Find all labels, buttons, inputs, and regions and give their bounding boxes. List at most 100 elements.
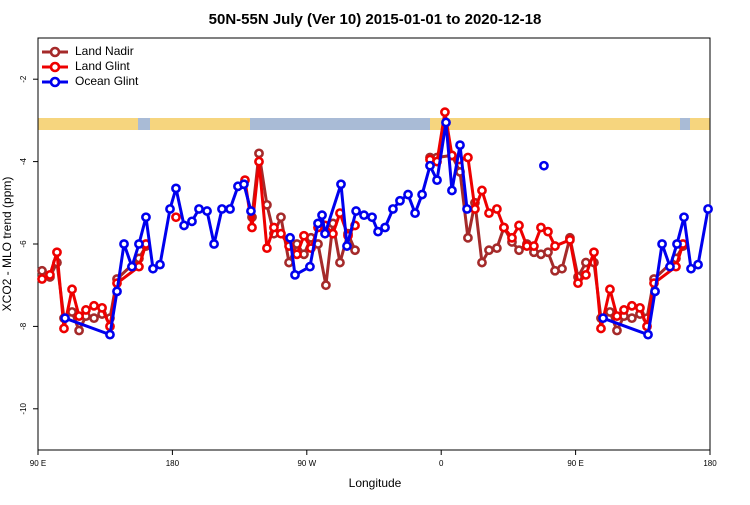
point	[292, 249, 302, 260]
y-tick-label: -8	[19, 322, 28, 330]
y-tick-label: -4	[19, 157, 28, 165]
point	[565, 234, 575, 245]
point	[246, 206, 256, 216]
point	[155, 259, 165, 270]
legend-marker	[49, 61, 61, 73]
point	[209, 239, 219, 249]
point	[410, 208, 420, 218]
x-axis-label: Longitude	[349, 476, 402, 490]
x-tick-label: 90 E	[567, 459, 583, 468]
point	[543, 247, 553, 258]
y-tick-label: -2	[19, 75, 28, 83]
legend-label: Ocean Glint	[75, 74, 139, 88]
point	[543, 226, 553, 237]
point	[202, 206, 212, 216]
point	[499, 222, 509, 233]
point	[335, 257, 345, 268]
point	[134, 239, 144, 249]
point	[484, 208, 494, 218]
point	[290, 269, 300, 280]
point	[105, 329, 115, 340]
point	[395, 195, 405, 206]
point	[643, 329, 653, 340]
point	[650, 286, 660, 297]
point	[74, 311, 84, 321]
point	[60, 313, 70, 324]
point	[605, 307, 615, 317]
point	[171, 212, 181, 223]
point	[626, 300, 637, 311]
point	[635, 302, 645, 313]
chart-title: 50N-55N July (Ver 10) 2015-01-01 to 2020…	[209, 11, 542, 28]
y-tick-label: -6	[19, 240, 28, 248]
legend-label: Land Glint	[75, 59, 130, 73]
point	[484, 245, 494, 256]
legend-marker	[49, 76, 61, 88]
point	[703, 204, 713, 214]
point	[612, 325, 622, 336]
point	[45, 269, 55, 280]
point	[492, 243, 502, 254]
point	[536, 222, 546, 233]
point	[679, 212, 689, 223]
point	[112, 286, 122, 297]
point	[59, 323, 69, 334]
point	[239, 179, 249, 190]
point	[447, 185, 457, 196]
point	[350, 245, 360, 256]
point	[539, 160, 549, 171]
point	[388, 204, 398, 214]
point	[127, 261, 137, 272]
point	[477, 185, 487, 196]
point	[557, 263, 567, 274]
point	[313, 218, 323, 229]
point	[225, 204, 235, 214]
point	[194, 204, 204, 214]
point	[463, 232, 473, 243]
point	[81, 305, 91, 315]
point	[514, 245, 524, 256]
point	[432, 175, 442, 186]
point	[217, 204, 227, 214]
point	[507, 232, 517, 243]
point	[285, 232, 295, 243]
point	[665, 261, 675, 272]
point	[492, 204, 502, 214]
point	[328, 228, 338, 239]
point	[367, 212, 377, 223]
point	[342, 241, 352, 251]
x-tick-label: 90 W	[297, 459, 316, 468]
point	[179, 220, 189, 231]
x-tick-label: 180	[166, 459, 180, 468]
point	[97, 302, 107, 313]
x-tick-label: 0	[439, 459, 444, 468]
point	[589, 247, 599, 258]
point	[463, 152, 473, 163]
point	[67, 284, 77, 295]
point	[686, 263, 696, 274]
point	[317, 210, 327, 221]
point	[581, 269, 591, 280]
land-ocean-band	[38, 118, 710, 130]
point	[573, 278, 583, 289]
land-band	[38, 118, 138, 130]
point	[305, 261, 315, 272]
legend-label: Land Nadir	[75, 44, 134, 58]
point	[612, 311, 622, 321]
point	[455, 140, 465, 151]
point	[52, 247, 62, 258]
point	[359, 210, 369, 221]
point	[321, 280, 331, 291]
point	[462, 204, 472, 214]
point	[187, 216, 197, 227]
point	[693, 259, 703, 270]
point	[440, 107, 450, 118]
point	[254, 148, 264, 159]
point	[89, 313, 99, 324]
point	[299, 230, 309, 241]
point	[74, 325, 84, 336]
point	[477, 257, 487, 268]
point	[89, 300, 99, 311]
point	[373, 226, 383, 237]
point	[165, 204, 175, 214]
